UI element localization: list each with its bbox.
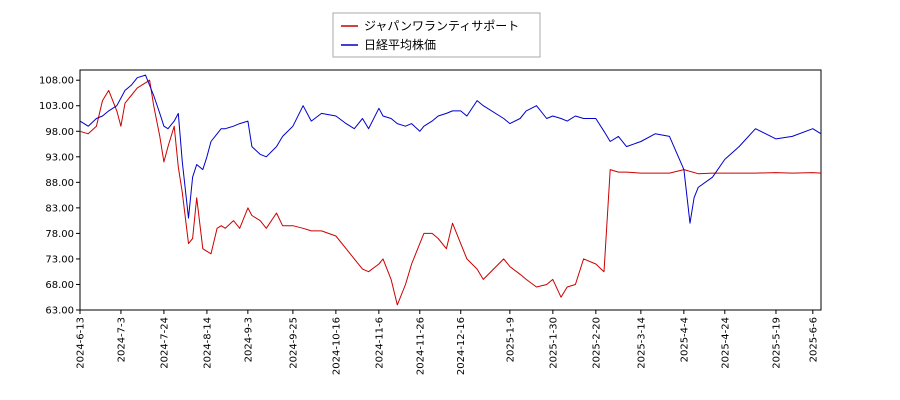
x-tick-label: 2024-6-13 bbox=[76, 317, 87, 369]
x-tick-label: 2024-12-16 bbox=[456, 317, 467, 375]
series-line-0 bbox=[79, 79, 822, 306]
x-tick-label: 2025-2-20 bbox=[591, 317, 602, 369]
x-tick-label: 2025-5-19 bbox=[771, 317, 782, 369]
legend-label-0: ジャパンワランティサポート bbox=[364, 19, 519, 33]
x-tick-label: 2024-7-24 bbox=[159, 317, 170, 369]
y-tick-label: 83.00 bbox=[45, 203, 74, 214]
y-tick-label: 78.00 bbox=[45, 229, 74, 240]
x-tick-label: 2024-11-6 bbox=[374, 317, 385, 369]
x-tick-label: 2025-6-6 bbox=[808, 317, 819, 362]
legend: ジャパンワランティサポート 日経平均株価 bbox=[332, 12, 541, 58]
x-axis: 2024-6-13 2024-7-3 2024-7-24 2024-8-14 2024-… bbox=[76, 310, 819, 375]
x-tick-label: 2024-8-14 bbox=[202, 317, 213, 369]
x-tick-label: 2024-9-25 bbox=[288, 317, 299, 369]
y-tick-label: 88.00 bbox=[45, 178, 74, 189]
x-tick-label: 2024-10-16 bbox=[331, 317, 342, 375]
x-tick-label: 2024-11-26 bbox=[415, 317, 426, 375]
y-tick-label: 63.00 bbox=[45, 306, 74, 317]
y-tick-label: 68.00 bbox=[45, 280, 74, 291]
y-tick-label: 103.00 bbox=[39, 101, 74, 112]
x-tick-label: 2025-3-14 bbox=[636, 317, 647, 369]
y-tick-label: 108.00 bbox=[39, 76, 74, 87]
x-tick-label: 2025-1-30 bbox=[548, 317, 559, 369]
x-tick-label: 2025-4-24 bbox=[720, 317, 731, 369]
x-tick-label: 2024-7-3 bbox=[116, 317, 127, 362]
plot-area bbox=[79, 69, 822, 311]
series-line-1 bbox=[79, 74, 822, 224]
y-axis: 63.00 68.00 73.00 78.00 83.00 88.00 93.00 98.00… bbox=[39, 76, 80, 317]
plot-frame bbox=[79, 69, 822, 311]
x-tick-label: 2025-1-9 bbox=[505, 317, 516, 362]
y-tick-label: 73.00 bbox=[45, 254, 74, 265]
series-layer bbox=[79, 74, 822, 306]
legend-box bbox=[332, 12, 541, 58]
y-tick-label: 93.00 bbox=[45, 152, 74, 163]
y-tick-label: 98.00 bbox=[45, 127, 74, 138]
x-tick-label: 2025-4-4 bbox=[679, 317, 690, 362]
x-tick-label: 2024-9-3 bbox=[243, 317, 254, 362]
legend-label-1: 日経平均株価 bbox=[364, 37, 436, 52]
